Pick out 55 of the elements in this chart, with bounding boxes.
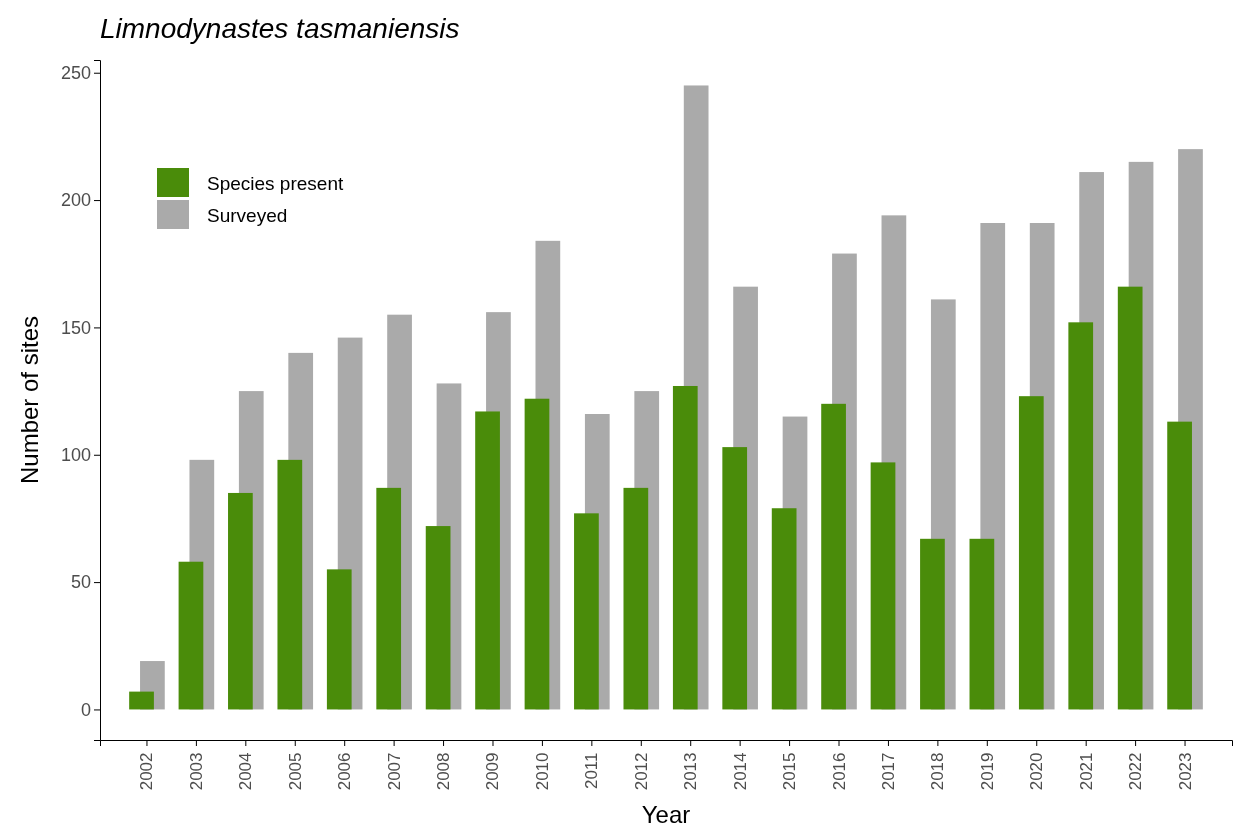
x-tick-label: 2015 <box>780 752 800 791</box>
x-tick-label: 2020 <box>1027 752 1047 791</box>
bar <box>425 526 451 710</box>
x-tick-label: 2016 <box>829 752 849 791</box>
bar <box>672 385 698 710</box>
x-tick-label: 2010 <box>532 752 552 791</box>
legend-label: Surveyed <box>207 204 288 226</box>
x-tick-label: 2023 <box>1175 752 1195 791</box>
x-tick-label: 2009 <box>483 752 503 791</box>
bar <box>178 561 204 710</box>
bar <box>1018 396 1044 710</box>
bar <box>771 508 797 710</box>
x-tick-label: 2021 <box>1076 752 1096 791</box>
y-tick-label: 250 <box>60 62 91 83</box>
x-tick-label: 2011 <box>582 752 602 790</box>
x-tick-label: 2014 <box>730 752 750 791</box>
bar <box>524 398 550 710</box>
x-tick-label: 2012 <box>631 752 651 791</box>
y-axis-title: Number of sites <box>16 315 43 485</box>
bar <box>920 538 945 710</box>
y-tick-label: 200 <box>60 190 91 211</box>
chart-title: Limnodynastes tasmaniensis <box>100 13 460 44</box>
x-tick-label: 2002 <box>137 752 157 791</box>
x-tick-label: 2006 <box>335 752 355 791</box>
x-axis-title: Year <box>641 801 691 828</box>
legend-label: Species present <box>207 172 344 194</box>
bar <box>228 492 253 710</box>
x-tick-label: 2004 <box>236 752 256 791</box>
y-tick-label: 150 <box>60 317 91 338</box>
bar <box>1068 322 1094 710</box>
bar <box>1167 421 1192 710</box>
x-tick-label: 2005 <box>285 752 305 791</box>
bar <box>475 411 500 710</box>
bar <box>821 403 846 710</box>
bar <box>129 691 154 710</box>
bar <box>376 487 402 710</box>
x-tick-label: 2003 <box>186 752 206 791</box>
y-tick-label: 0 <box>80 699 91 720</box>
bar <box>326 569 352 710</box>
x-tick-label: 2013 <box>681 752 701 791</box>
bar <box>870 462 896 710</box>
x-tick-label: 2019 <box>977 752 997 791</box>
x-tick-label: 2007 <box>384 752 404 791</box>
y-tick-label: 100 <box>60 445 91 466</box>
bar <box>969 538 995 710</box>
y-tick-label: 50 <box>70 572 91 593</box>
x-tick-label: 2018 <box>928 752 948 791</box>
x-tick-label: 2017 <box>878 752 898 791</box>
bar <box>722 447 748 710</box>
x-tick-label: 2022 <box>1126 752 1146 791</box>
x-tick-label: 2008 <box>434 752 454 791</box>
bar <box>1117 286 1143 710</box>
bar <box>574 513 599 710</box>
bar <box>277 459 303 710</box>
bar <box>623 487 649 710</box>
